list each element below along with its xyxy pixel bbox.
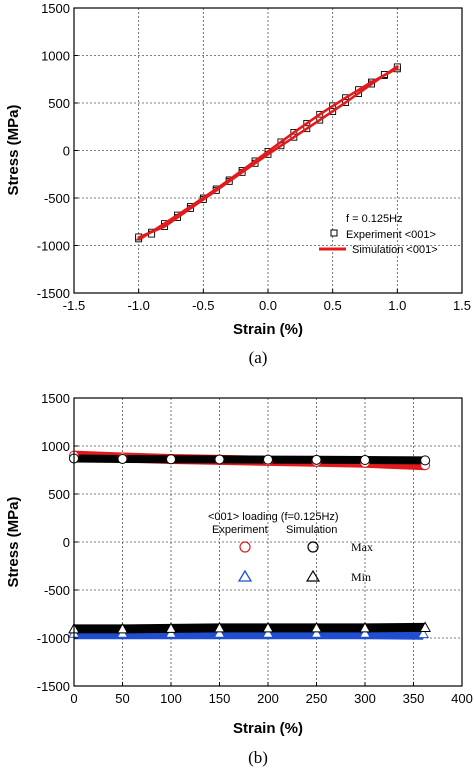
x-tick-label-b: 400: [451, 691, 473, 706]
legend-marker-max-experiment: [239, 541, 251, 553]
point-min-simulation: [116, 622, 129, 634]
y-tick-label-a: 500: [48, 96, 70, 111]
x-tick-label-b: 300: [354, 691, 376, 706]
point-max-simulation: [214, 454, 225, 465]
panel-b: 0 50 100 150 200 250 300 350 400 -1500 -1000 -500 0…: [5, 391, 473, 767]
x-ticks-b: 0 50 100 150 200 250 300 350 400: [70, 682, 473, 706]
x-tick-label-b: 150: [209, 691, 231, 706]
x-tick-label-b: 50: [115, 691, 129, 706]
x-axis-label-b: Strain (%): [233, 720, 303, 737]
legend-title-b: <001> loading (f=0.125Hz): [208, 511, 339, 523]
x-tick-label-b: 200: [257, 691, 279, 706]
point-min-simulation: [262, 621, 274, 633]
x-ticks-a: -1.5 -1.0 -0.5 0.0 0.5 1.0 1.5: [63, 289, 471, 313]
point-max-simulation: [263, 454, 273, 465]
panel-label-a: (a): [249, 348, 268, 367]
y-tick-label-a: 0: [63, 144, 70, 159]
point-max-simulation: [117, 453, 128, 464]
y-tick-label-b: -1500: [37, 679, 70, 694]
legend-header-experiment: Experiment: [212, 524, 268, 536]
grid-b: [74, 398, 462, 686]
legend-a: f = 0.125Hz Experiment <001> Simulation …: [319, 213, 438, 256]
x-tick-label-a: -1.5: [63, 298, 85, 313]
x-tick-label-a: -0.5: [192, 298, 214, 313]
y-tick-label-b: -1000: [37, 631, 70, 646]
x-tick-label-a: 0.0: [259, 298, 277, 313]
legend-marker-max-simulation: [307, 541, 319, 553]
y-tick-label-b: 1000: [41, 439, 70, 454]
point-min-simulation: [419, 621, 431, 632]
x-axis-label-a: Strain (%): [233, 321, 303, 338]
legend-marker-experiment: [330, 229, 338, 237]
legend-label-experiment: Experiment <001>: [346, 229, 436, 241]
y-tick-label-a: -1500: [37, 286, 70, 301]
point-max-simulation: [166, 454, 176, 465]
y-tick-label-a: 1500: [41, 1, 70, 16]
point-min-simulation: [213, 621, 226, 633]
y-ticks-a: -1500 -1000 -500 0 500 1000 1500: [37, 1, 78, 301]
legend-marker-min-simulation: [305, 569, 321, 582]
point-max-simulation: [360, 455, 370, 466]
x-tick-label-b: 250: [306, 691, 328, 706]
simulation-line: [137, 65, 399, 241]
panel-a: -1.5 -1.0 -0.5 0.0 0.5 1.0 1.5 -1500 -1000 -500 0…: [5, 1, 471, 367]
min-simulation-band: [74, 622, 426, 634]
legend-title-a: f = 0.125Hz: [346, 213, 403, 225]
panel-label-b: (b): [248, 748, 268, 767]
x-tick-label-a: 0.5: [324, 298, 342, 313]
legend-row-max: Max: [351, 540, 373, 554]
point-min-experiment: [213, 627, 226, 638]
x-tick-label-b: 350: [403, 691, 425, 706]
x-tick-label-b: 100: [160, 691, 182, 706]
y-tick-label-a: -500: [44, 191, 70, 206]
point-min-experiment: [310, 627, 323, 638]
point-min-simulation: [165, 622, 177, 633]
series-simulation-a: [137, 65, 399, 241]
max-simulation-band: [73, 454, 426, 465]
legend-marker-min-experiment: [237, 569, 253, 582]
legend-b: <001> loading (f=0.125Hz) Experiment Sim…: [208, 511, 373, 584]
point-min-simulation: [310, 621, 323, 633]
point-min-simulation: [359, 621, 371, 633]
y-tick-label-b: 500: [48, 487, 70, 502]
legend-row-min: Min: [351, 570, 371, 584]
y-axis-label-a: Stress (MPa): [5, 105, 22, 196]
y-axis-label-b: Stress (MPa): [5, 497, 22, 588]
point-max-simulation: [311, 454, 322, 465]
x-tick-label-a: 1.5: [453, 298, 471, 313]
y-tick-label-b: -500: [44, 583, 70, 598]
y-tick-label-b: 0: [63, 535, 70, 550]
point-min-experiment: [359, 627, 371, 638]
y-tick-label-a: -1000: [37, 239, 70, 254]
point-min-experiment: [262, 627, 274, 638]
grid-a: [74, 8, 462, 293]
x-tick-label-a: 1.0: [388, 298, 406, 313]
y-ticks-b: -1500 -1000 -500 0 500 1000 1500: [37, 391, 78, 694]
y-tick-label-a: 1000: [41, 49, 70, 64]
x-tick-label-a: -1.0: [127, 298, 149, 313]
y-tick-label-b: 1500: [41, 391, 70, 406]
series-b: [68, 450, 431, 640]
legend-label-simulation: Simulation <001>: [352, 244, 438, 256]
legend-header-simulation: Simulation: [286, 524, 337, 536]
point-max-simulation: [420, 455, 431, 466]
x-tick-label-b: 0: [70, 691, 77, 706]
point-min-experiment: [417, 627, 430, 639]
